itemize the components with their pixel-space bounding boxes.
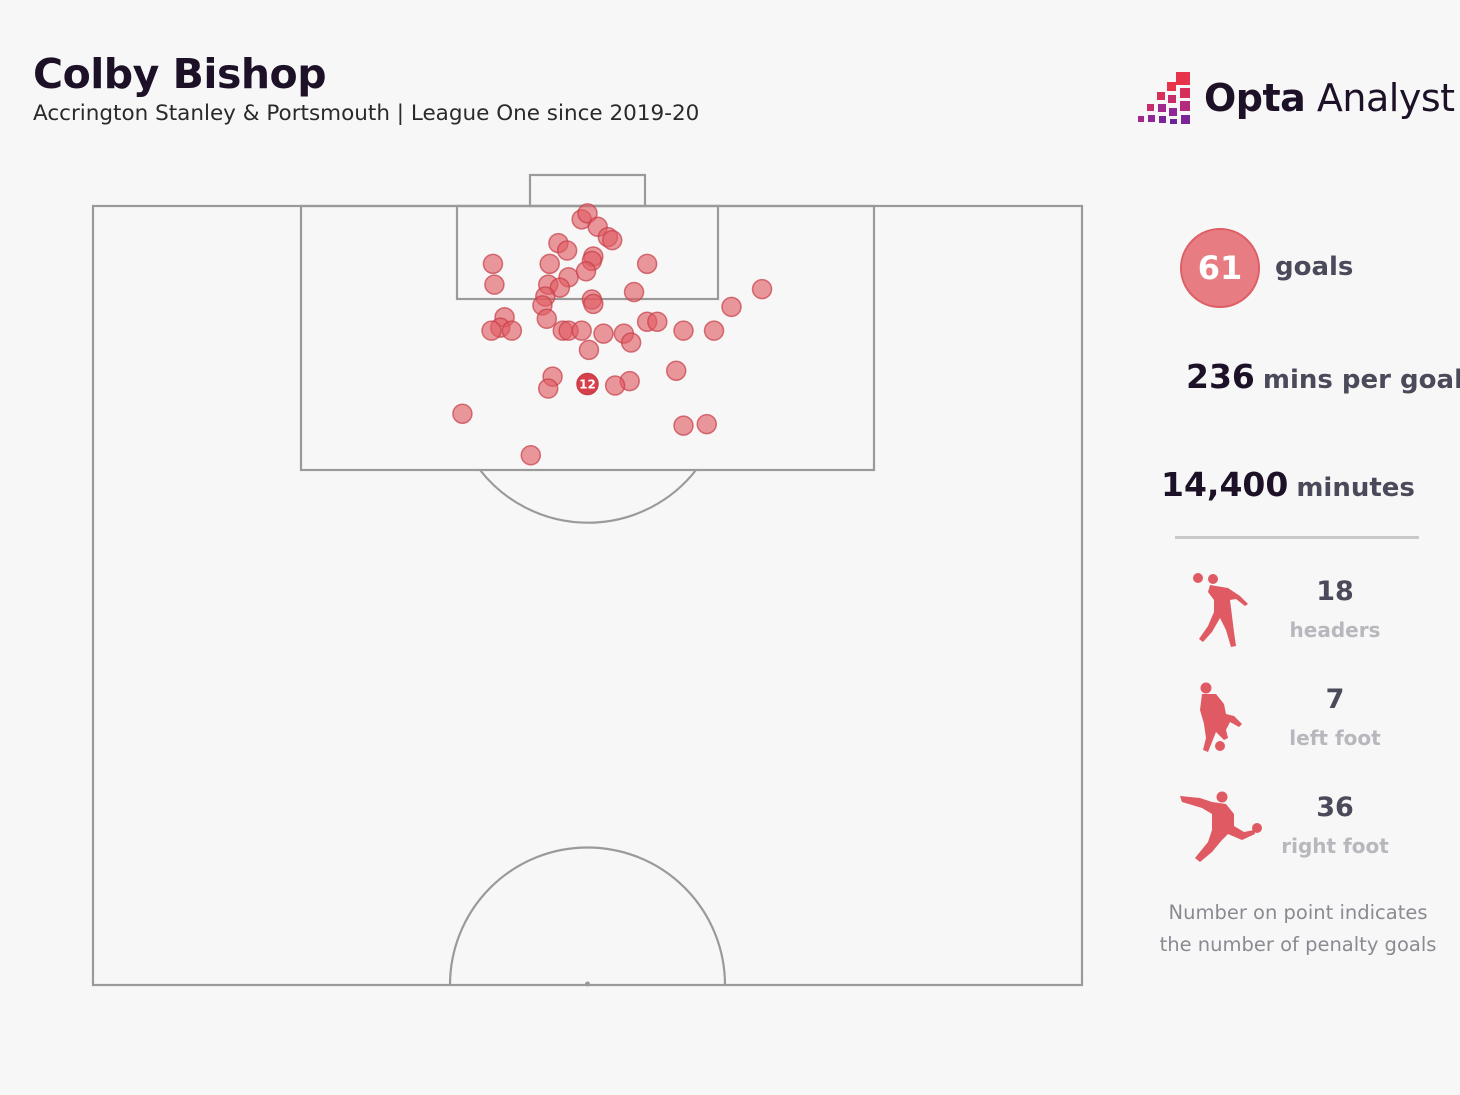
mins-per-goal-stat: 236 mins per goal — [1186, 357, 1460, 396]
centre-spot — [585, 981, 590, 987]
goal-point — [623, 281, 645, 303]
goal-point — [696, 413, 718, 435]
pitch-shot-map: 12 — [91, 173, 1084, 987]
headers-value: 18 — [1316, 576, 1354, 607]
minutes-label: minutes — [1296, 473, 1415, 503]
goal-point — [620, 332, 642, 353]
goal-point — [665, 360, 687, 381]
logo-product: Analyst — [1316, 76, 1455, 120]
goal-point — [571, 320, 592, 341]
right-foot-label: right foot — [1281, 834, 1389, 858]
goal-point — [452, 403, 473, 424]
goal-point — [484, 274, 505, 295]
footnote-line-1: Number on point indicates — [1168, 901, 1428, 924]
penalty-point-label: 12 — [579, 378, 596, 392]
mins-per-goal-value: 236 — [1186, 357, 1255, 396]
minutes-stat: 14,400 minutes — [1161, 465, 1415, 504]
goal-point — [721, 296, 742, 318]
goals-label: goals — [1275, 252, 1354, 282]
goal-point — [593, 323, 614, 344]
goal-point — [636, 253, 658, 275]
goal-point — [501, 320, 523, 341]
goal-point — [556, 240, 578, 261]
goal-point — [481, 320, 502, 341]
minutes-value: 14,400 — [1161, 465, 1289, 504]
goal-point — [604, 375, 626, 396]
page-title: Colby Bishop — [33, 50, 327, 98]
left-foot-value: 7 — [1325, 684, 1345, 715]
right-foot-value: 36 — [1316, 792, 1354, 823]
goal-point — [583, 293, 604, 315]
opta-bars-icon — [1138, 72, 1190, 124]
penalty-arc — [479, 469, 697, 524]
penalty-point-marker — [576, 372, 599, 396]
goal-point — [601, 229, 623, 251]
logo-brand: Opta — [1204, 76, 1306, 120]
penalty-goals-point: 12 — [576, 372, 599, 396]
goal-point — [520, 445, 542, 466]
left-foot-label: left foot — [1289, 726, 1381, 750]
goal-point — [647, 311, 668, 332]
goal-point — [673, 415, 694, 436]
goal-point — [539, 253, 560, 275]
footnote: Number on point indicates the number of … — [1150, 897, 1446, 961]
goal-point — [703, 320, 725, 341]
goal-point — [537, 378, 559, 399]
left-foot-player-icon — [1200, 682, 1242, 752]
mins-per-goal-label: mins per goal — [1262, 365, 1460, 395]
right-foot-player-icon — [1180, 791, 1262, 862]
goal-points: 12 — [452, 203, 773, 466]
goal-point — [751, 278, 773, 300]
opta-analyst-logo: Opta Analyst — [1136, 68, 1455, 132]
goal-point — [482, 253, 504, 275]
centre-circle — [448, 846, 727, 986]
stats-divider — [1175, 536, 1419, 539]
goal-point — [578, 339, 600, 361]
header-player-icon — [1193, 573, 1248, 647]
goal-frame — [528, 173, 647, 208]
goal-point — [536, 308, 558, 330]
logo-wordmark: Opta Analyst — [1204, 76, 1455, 120]
page-subtitle: Accrington Stanley & Portsmouth | League… — [33, 101, 700, 126]
footnote-line-2: the number of penalty goals — [1159, 933, 1437, 956]
goals-count-badge: 61 — [1180, 228, 1260, 308]
goal-point — [575, 261, 597, 282]
goal-point — [673, 320, 694, 341]
headers-label: headers — [1289, 618, 1381, 642]
